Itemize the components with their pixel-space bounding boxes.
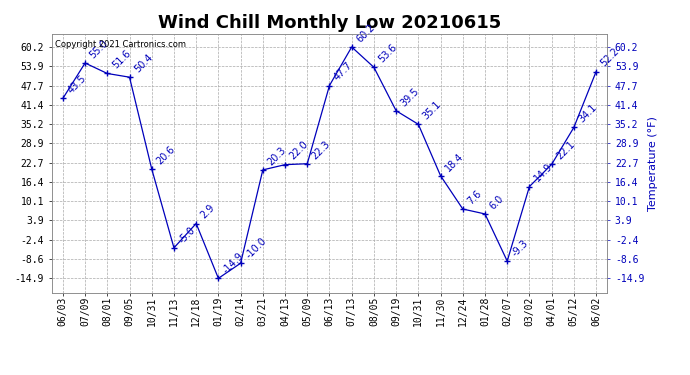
Text: 7.6: 7.6	[466, 188, 484, 206]
Text: 35.1: 35.1	[421, 99, 444, 122]
Text: -5.0: -5.0	[177, 225, 197, 245]
Text: 60.2: 60.2	[355, 22, 377, 44]
Text: -9.3: -9.3	[510, 238, 531, 258]
Text: 18.4: 18.4	[444, 151, 466, 173]
Text: 22.1: 22.1	[555, 139, 577, 162]
Text: 43.5: 43.5	[66, 74, 88, 96]
Text: 51.6: 51.6	[110, 48, 132, 71]
Text: 14.9: 14.9	[532, 162, 554, 184]
Text: 50.4: 50.4	[132, 52, 155, 74]
Text: 22.0: 22.0	[288, 140, 310, 162]
Text: 20.3: 20.3	[266, 145, 288, 167]
Text: 20.6: 20.6	[155, 144, 177, 166]
Text: 47.7: 47.7	[333, 60, 355, 83]
Text: 52.2: 52.2	[599, 46, 621, 69]
Text: -10.0: -10.0	[244, 236, 268, 261]
Text: 2.9: 2.9	[199, 203, 217, 221]
Y-axis label: Temperature (°F): Temperature (°F)	[649, 116, 658, 211]
Text: 34.1: 34.1	[577, 102, 599, 125]
Text: 53.6: 53.6	[377, 42, 399, 64]
Text: 22.3: 22.3	[310, 139, 333, 161]
Text: 6.0: 6.0	[488, 194, 506, 211]
Text: -14.9: -14.9	[221, 251, 246, 276]
Text: 55.0: 55.0	[88, 38, 110, 60]
Title: Wind Chill Monthly Low 20210615: Wind Chill Monthly Low 20210615	[158, 14, 501, 32]
Text: 39.5: 39.5	[399, 86, 421, 108]
Text: Copyright 2021 Cartronics.com: Copyright 2021 Cartronics.com	[55, 40, 186, 49]
